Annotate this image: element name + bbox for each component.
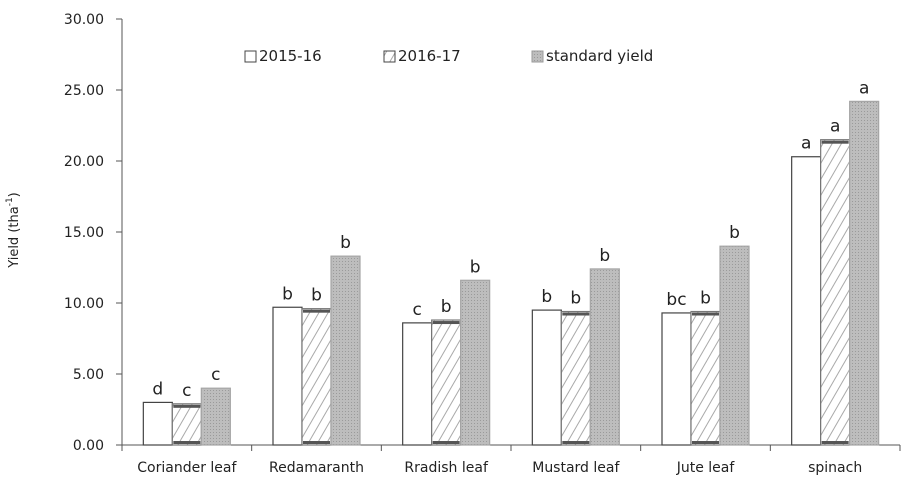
significance-label: b (340, 233, 351, 253)
y-tick-label: 5.00 (73, 367, 104, 383)
bar-standard-yield (849, 100, 880, 446)
bar-standard-yield (719, 245, 750, 446)
bar-standard-yield (460, 279, 491, 446)
bar-2016-17-base-band (432, 441, 460, 444)
legend-swatch (383, 50, 396, 63)
bar-2015-16 (531, 309, 562, 446)
y-axis-title-close: ) (7, 192, 22, 197)
significance-label: b (570, 289, 581, 309)
significance-label: c (412, 300, 421, 320)
significance-label: b (599, 246, 610, 266)
bar-2016-17-base-band (562, 441, 590, 444)
bar-2016-17 (431, 319, 462, 446)
bar-2015-16 (272, 306, 303, 446)
y-axis: 0.00 5.00 10.00 15.00 20.00 25.00 30.00 (64, 12, 123, 454)
bar-2016-17 (690, 310, 721, 446)
bar-2016-17-top-band (562, 312, 590, 316)
bars (142, 100, 880, 446)
y-tick-label: 10.00 (64, 296, 104, 312)
bar-standard-yield (330, 255, 361, 446)
y-tick-label: 0.00 (73, 438, 104, 454)
category-label: Jute leaf (676, 460, 736, 476)
bar-2016-17-top-band (432, 321, 460, 325)
y-tick-label: 25.00 (64, 83, 104, 99)
y-tick-label: 15.00 (64, 225, 104, 241)
bar-2015-16 (402, 322, 433, 446)
x-axis (121, 444, 901, 451)
bar-2016-17 (171, 403, 202, 446)
bar-2016-17-top-band (692, 312, 719, 316)
category-labels: Coriander leaf Redamaranth Rradish leaf Mus… (137, 460, 862, 476)
legend-label: 2015-16 (259, 47, 322, 65)
bar-2016-17-top-band (173, 404, 201, 408)
significance-label: bc (666, 290, 686, 310)
bar-2015-16 (791, 156, 822, 446)
significance-label: b (700, 289, 711, 309)
category-label: spinach (808, 460, 862, 476)
category-label: Mustard leaf (532, 460, 620, 476)
legend-label: 2016-17 (398, 47, 461, 65)
bar-2016-17 (301, 308, 332, 446)
legend-label: standard yield (546, 47, 653, 65)
bar-2016-17 (560, 310, 591, 446)
significance-label: b (282, 284, 293, 304)
significance-label: b (441, 297, 452, 317)
bar-standard-yield (589, 268, 620, 446)
bar-2015-16 (142, 401, 173, 446)
bar-2015-16 (661, 312, 692, 446)
bar-2016-17-top-band (303, 309, 330, 313)
significance-label: a (830, 117, 840, 137)
significance-label: a (801, 134, 811, 154)
bar-2016-17-base-band (173, 441, 201, 444)
bar-2016-17-base-band (821, 441, 849, 444)
y-tick-label: 20.00 (64, 154, 104, 170)
bar-standard-yield (200, 387, 231, 446)
y-tick-label: 30.00 (64, 12, 104, 28)
significance-label: c (182, 381, 191, 401)
bar-2016-17-top-band (821, 140, 849, 144)
significance-label: d (152, 379, 163, 399)
legend: 2015-16 2016-17 standard yield (244, 47, 653, 65)
significance-label: c (211, 365, 220, 385)
bar-2016-17 (820, 139, 851, 446)
bar-2016-17-base-band (303, 441, 330, 444)
y-axis-title-sup: -1 (5, 197, 15, 206)
category-label: Rradish leaf (404, 460, 489, 476)
legend-swatch (531, 50, 544, 63)
significance-label: b (311, 286, 322, 306)
significance-label: b (541, 287, 552, 307)
category-label: Coriander leaf (137, 460, 237, 476)
legend-swatch (244, 50, 257, 63)
y-axis-title: Yield (tha-1) (5, 192, 22, 269)
significance-label: a (859, 78, 869, 98)
svg-text:Yield (tha-1): Yield (tha-1) (5, 192, 22, 269)
significance-label: b (470, 257, 481, 277)
significance-label: b (729, 223, 740, 243)
y-axis-title-main: Yield (tha (7, 206, 22, 268)
category-label: Redamaranth (269, 460, 364, 476)
bar-2016-17-base-band (692, 441, 719, 444)
